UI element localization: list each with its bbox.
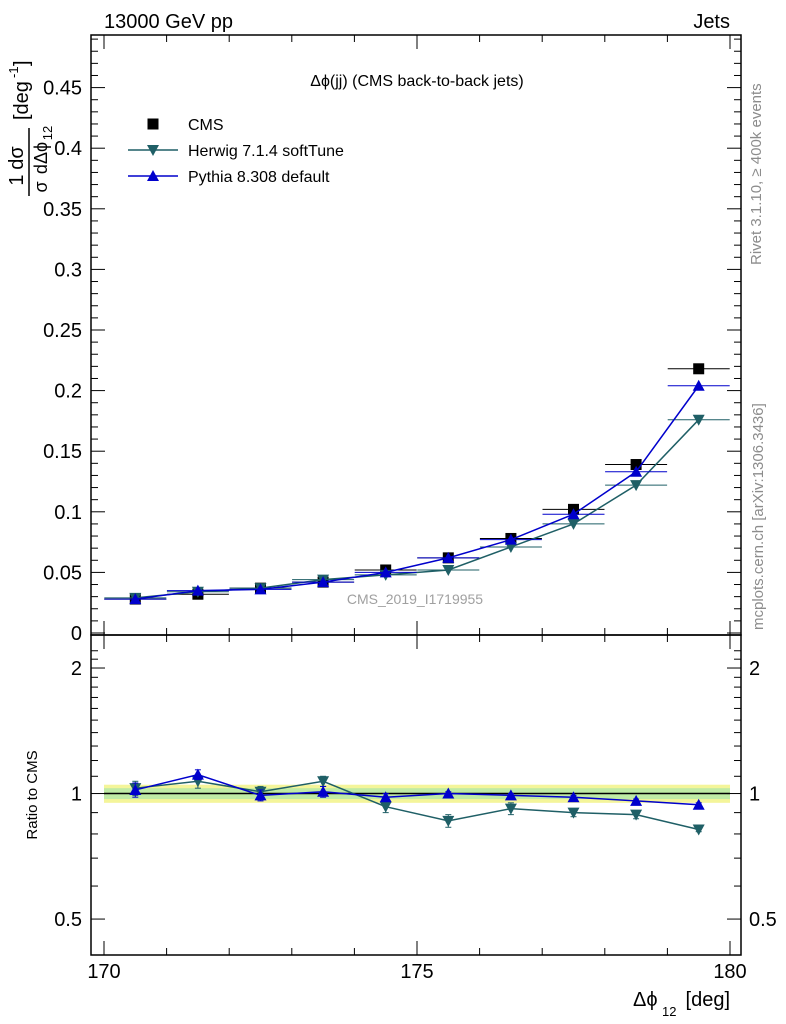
y-tick-label-right: 2 [749,658,760,680]
y-tick-label-right: 0.5 [749,909,777,931]
ratio-plot-frame [90,634,742,956]
y-label-part: ] [11,60,33,66]
data-point-marker [630,809,643,821]
data-point-marker [693,363,705,375]
x-tick-label: 180 [713,961,746,983]
ratio-line [135,780,699,831]
y-tick-label: 0 [71,623,82,645]
y-tick-label: 0.3 [54,259,82,281]
data-point-marker [379,791,392,803]
data-point-marker [254,789,267,801]
series-triangle-up [104,379,730,605]
y-tick-label: 1 [71,784,82,806]
data-point-marker [504,789,517,801]
data-point-marker [630,459,642,471]
data-point-marker [147,145,159,156]
data-point-marker [692,798,705,810]
data-point-marker [191,584,204,596]
data-point-marker [630,465,643,477]
y-tick-label: 0.45 [43,78,82,100]
analysis-watermark: CMS_2019_I1719955 [347,591,483,607]
header-process-label: Jets [693,11,730,33]
main-series [104,363,730,605]
data-point-marker [317,785,330,797]
y-label-part: dσ [6,146,28,170]
ratio-line [135,773,699,806]
x-tick-label: 175 [400,961,433,983]
data-point-marker [630,794,643,806]
y-tick-label: 0.1 [54,502,82,524]
data-point-marker [567,791,580,803]
header-energy-label: 13000 GeV pp [104,11,233,33]
main-panel: Δϕ(jj) (CMS back-to-back jets) CMS_2019_… [6,34,742,645]
data-point-marker [442,787,455,799]
data-point-marker [317,576,330,588]
main-y-axis-label: 1 dσ σ dΔϕ 12 [deg -1 ] [6,60,55,196]
y-label-part: 12 [40,126,55,140]
data-point-marker [442,551,455,563]
data-point-marker [191,768,204,780]
main-axis-ticks: 0 0.05 0.1 0.15 0.2 0.25 0.3 0.35 0.4 0.45 [43,35,741,645]
y-tick-label: 0.05 [43,562,82,584]
data-point-marker [442,815,455,827]
data-point-marker [317,776,330,788]
main-legend: CMS Herwig 7.1.4 softTune Pythia 8.308 def… [128,117,344,186]
series-triangle-down [104,414,730,604]
y-label-part: dΔϕ [31,142,51,174]
y-tick-label-right: 1 [749,784,760,806]
ratio-x-axis-label: Δϕ 12 [deg] [633,989,730,1019]
y-tick-label: 0.5 [54,909,82,931]
ratio-y-axis-label: Ratio to CMS [24,750,41,839]
y-tick-label: 0.15 [43,441,82,463]
data-point-marker [692,379,705,391]
chart-title: Δϕ(jj) (CMS back-to-back jets) [310,73,523,90]
data-point-marker [692,414,705,426]
data-point-marker [504,803,517,815]
data-point-marker [129,783,142,795]
data-point-marker [379,566,392,578]
data-point-marker [254,583,267,595]
y-tick-label: 0.2 [54,381,82,403]
x-tick-label: 170 [87,961,120,983]
rivet-version-label: Rivet 3.1.10, ≥ 400k events [748,83,765,265]
x-label-part: [deg] [680,989,730,1011]
ratio-axis-ticks: 0.5 0.5 1 1 2 2 170 175 180 [54,635,777,983]
data-point-marker [692,824,705,836]
legend-label: CMS [188,117,224,134]
y-label-part: 1 [6,174,28,185]
data-point-marker [147,118,159,130]
data-point-marker [442,564,455,576]
data-point-marker [567,518,580,530]
ratio-series-triangle-down [129,774,705,836]
y-label-part: [deg [11,81,33,120]
mcplots-label: mcplots.cern.ch [arXiv:1306.3436] [750,403,767,630]
y-tick-label: 0.4 [54,138,82,160]
data-point-marker [147,170,159,181]
series-line [135,385,700,600]
ratio-series-triangle-up [129,768,705,810]
data-point-marker [129,593,142,605]
series-line [135,419,700,599]
y-tick-label: 2 [71,658,82,680]
x-label-part: 12 [662,1004,676,1019]
legend-label: Pythia 8.308 default [188,169,330,186]
y-label-part: -1 [6,66,21,78]
x-label-part: Δϕ [633,989,658,1011]
ratio-series [129,768,705,836]
data-point-marker [567,508,580,520]
data-point-marker [504,533,517,545]
data-point-marker [567,807,580,819]
data-point-marker [630,480,643,492]
y-label-part: σ [31,181,51,192]
y-tick-label: 0.35 [43,199,82,221]
y-tick-label: 0.25 [43,320,82,342]
legend-label: Herwig 7.1.4 softTune [188,143,344,160]
data-point-marker [379,801,392,813]
data-point-marker [504,541,517,553]
